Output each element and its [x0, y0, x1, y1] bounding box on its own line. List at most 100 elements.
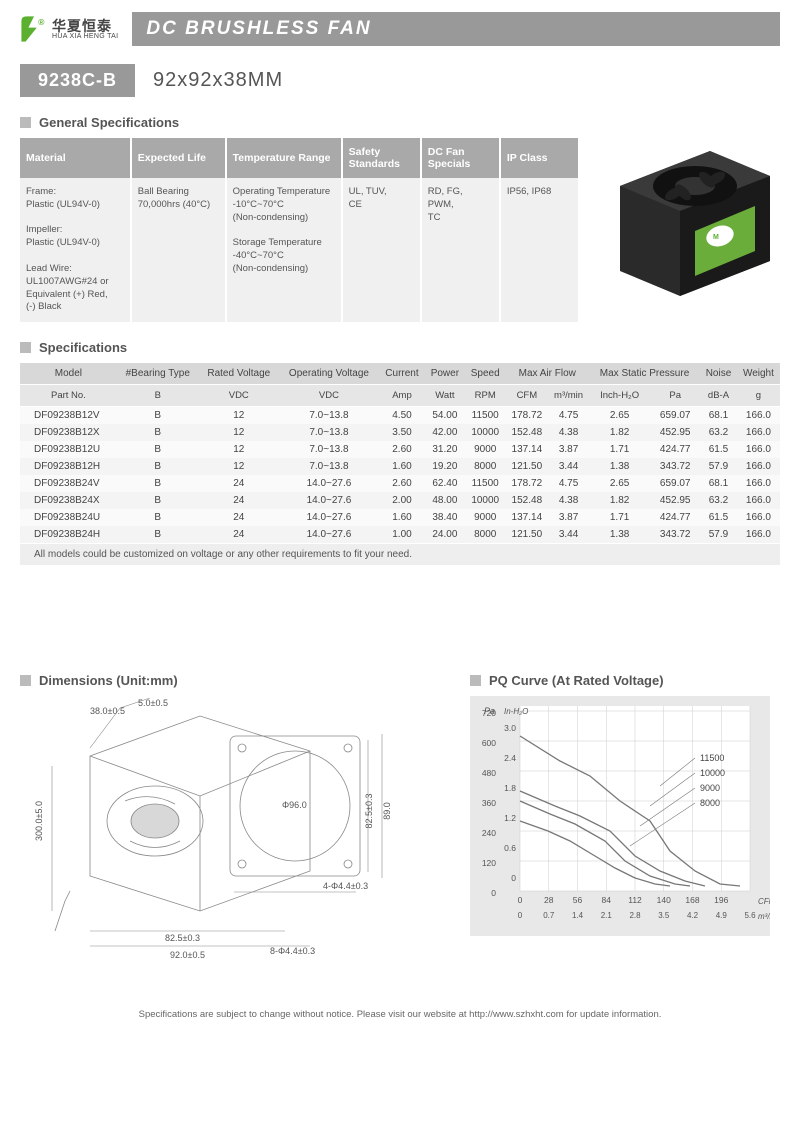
table-row: DF09238B12HB127.0~13.81.6019.208000121.5…: [20, 458, 780, 475]
st-cell: 137.14: [506, 509, 549, 526]
st-cell: 659.07: [650, 407, 700, 425]
st-cell: 166.0: [737, 407, 780, 425]
st-cell: 68.1: [700, 475, 737, 492]
st-cell: 178.72: [506, 475, 549, 492]
st-cell: DF09238B24V: [20, 475, 117, 492]
st-cell: 3.87: [548, 509, 589, 526]
table-row: DF09238B12UB127.0~13.82.6031.209000137.1…: [20, 441, 780, 458]
st-cell: 166.0: [737, 526, 780, 543]
svg-text:360: 360: [482, 798, 496, 808]
model-code: 9238C-B: [20, 64, 135, 97]
footer: Specifications are subject to change wit…: [20, 1009, 780, 1020]
st-cell: DF09238B12U: [20, 441, 117, 458]
header: ® 华夏恒泰 HUA XIA HENG TAI DC BRUSHLESS FAN: [20, 12, 780, 46]
st-cell: 2.00: [379, 492, 425, 509]
st-h2: Pa: [650, 385, 700, 407]
dim-ho: 89.0: [382, 802, 392, 820]
st-cell: 452.95: [650, 424, 700, 441]
st-cell: B: [117, 475, 199, 492]
st-cell: 2.60: [379, 475, 425, 492]
st-cell: 63.2: [700, 424, 737, 441]
svg-text:120: 120: [482, 858, 496, 868]
st-h2: Amp: [379, 385, 425, 407]
gs-col: IP Class: [500, 138, 579, 178]
st-cell: 10000: [465, 492, 506, 509]
st-cell: 57.9: [700, 526, 737, 543]
table-row: DF09238B12XB127.0~13.83.5042.0010000152.…: [20, 424, 780, 441]
logo-cn: 华夏恒泰: [52, 19, 118, 33]
svg-text:240: 240: [482, 828, 496, 838]
svg-text:3.0: 3.0: [504, 723, 516, 733]
pq-x2-label: m³/min: [758, 912, 770, 921]
st-cell: 7.0~13.8: [279, 441, 379, 458]
st-h2: Inch-H₂O: [589, 385, 650, 407]
st-cell: 452.95: [650, 492, 700, 509]
model-row: 9238C-B 92x92x38MM: [20, 64, 780, 97]
dim-wi: 82.5±0.3: [165, 933, 200, 943]
specs-label: Specifications: [39, 340, 127, 355]
table-row: DF09238B24XB2414.0~27.62.0048.0010000152…: [20, 492, 780, 509]
svg-text:600: 600: [482, 738, 496, 748]
st-cell: 31.20: [425, 441, 465, 458]
st-cell: B: [117, 407, 199, 425]
dimensions-heading: Dimensions (Unit:mm): [20, 673, 440, 688]
st-cell: 42.00: [425, 424, 465, 441]
st-cell: 3.87: [548, 441, 589, 458]
st-h1: Speed: [465, 363, 506, 385]
pq-heading: PQ Curve (At Rated Voltage): [470, 673, 780, 688]
st-cell: DF09238B12V: [20, 407, 117, 425]
gs-cell: Operating Temperature -10°C~70°C (Non-co…: [226, 178, 342, 322]
pq-chart: 115001000090008000 7206004803602401200 3…: [470, 696, 770, 936]
st-h1: Current: [379, 363, 425, 385]
table-row: DF09238B24HB2414.0~27.61.0024.008000121.…: [20, 526, 780, 543]
svg-text:2.1: 2.1: [601, 911, 613, 920]
st-cell: 424.77: [650, 509, 700, 526]
svg-text:84: 84: [602, 895, 612, 905]
dim-corner: 5.0±0.5: [138, 698, 168, 708]
st-cell: 3.50: [379, 424, 425, 441]
st-cell: B: [117, 441, 199, 458]
specs-note: All models could be customized on voltag…: [20, 544, 780, 565]
svg-text:5.6: 5.6: [744, 911, 756, 920]
svg-text:M: M: [713, 234, 719, 241]
gs-cell: RD, FG, PWM, TC: [421, 178, 500, 322]
title-bar: DC BRUSHLESS FAN: [132, 12, 780, 46]
st-cell: 343.72: [650, 526, 700, 543]
st-cell: 24: [199, 526, 279, 543]
section-marker-icon: [470, 675, 481, 686]
st-cell: DF09238B12X: [20, 424, 117, 441]
st-cell: 1.71: [589, 441, 650, 458]
pq-column: PQ Curve (At Rated Voltage) 115001000090…: [470, 655, 780, 939]
gs-cell: Ball Bearing 70,000hrs (40°C): [131, 178, 226, 322]
st-cell: 178.72: [506, 407, 549, 425]
dimensions-column: Dimensions (Unit:mm): [20, 655, 440, 979]
st-h2: VDC: [199, 385, 279, 407]
st-cell: B: [117, 492, 199, 509]
st-h1: Noise: [700, 363, 737, 385]
st-cell: 7.0~13.8: [279, 458, 379, 475]
st-cell: DF09238B12H: [20, 458, 117, 475]
dim-h8: 8-Φ4.4±0.3: [270, 946, 315, 956]
st-cell: B: [117, 458, 199, 475]
st-h2: m³/min: [548, 385, 589, 407]
logo-mark-icon: ®: [20, 15, 48, 43]
st-cell: 14.0~27.6: [279, 492, 379, 509]
svg-text:0: 0: [511, 873, 516, 883]
table-row: DF09238B24UB2414.0~27.61.6038.409000137.…: [20, 509, 780, 526]
st-cell: 1.60: [379, 458, 425, 475]
st-cell: 659.07: [650, 475, 700, 492]
table-row: DF09238B24VB2414.0~27.62.6062.4011500178…: [20, 475, 780, 492]
st-h2: VDC: [279, 385, 379, 407]
svg-text:4.2: 4.2: [687, 911, 699, 920]
st-cell: 2.65: [589, 407, 650, 425]
st-cell: 166.0: [737, 509, 780, 526]
product-image: M: [600, 138, 780, 303]
st-cell: 48.00: [425, 492, 465, 509]
st-cell: 166.0: [737, 458, 780, 475]
svg-text:0.7: 0.7: [543, 911, 555, 920]
st-h2: RPM: [465, 385, 506, 407]
dim-wo: 92.0±0.5: [170, 950, 205, 960]
model-dims: 92x92x38MM: [153, 69, 283, 92]
st-cell: DF09238B24U: [20, 509, 117, 526]
st-h1: Max Air Flow: [506, 363, 589, 385]
